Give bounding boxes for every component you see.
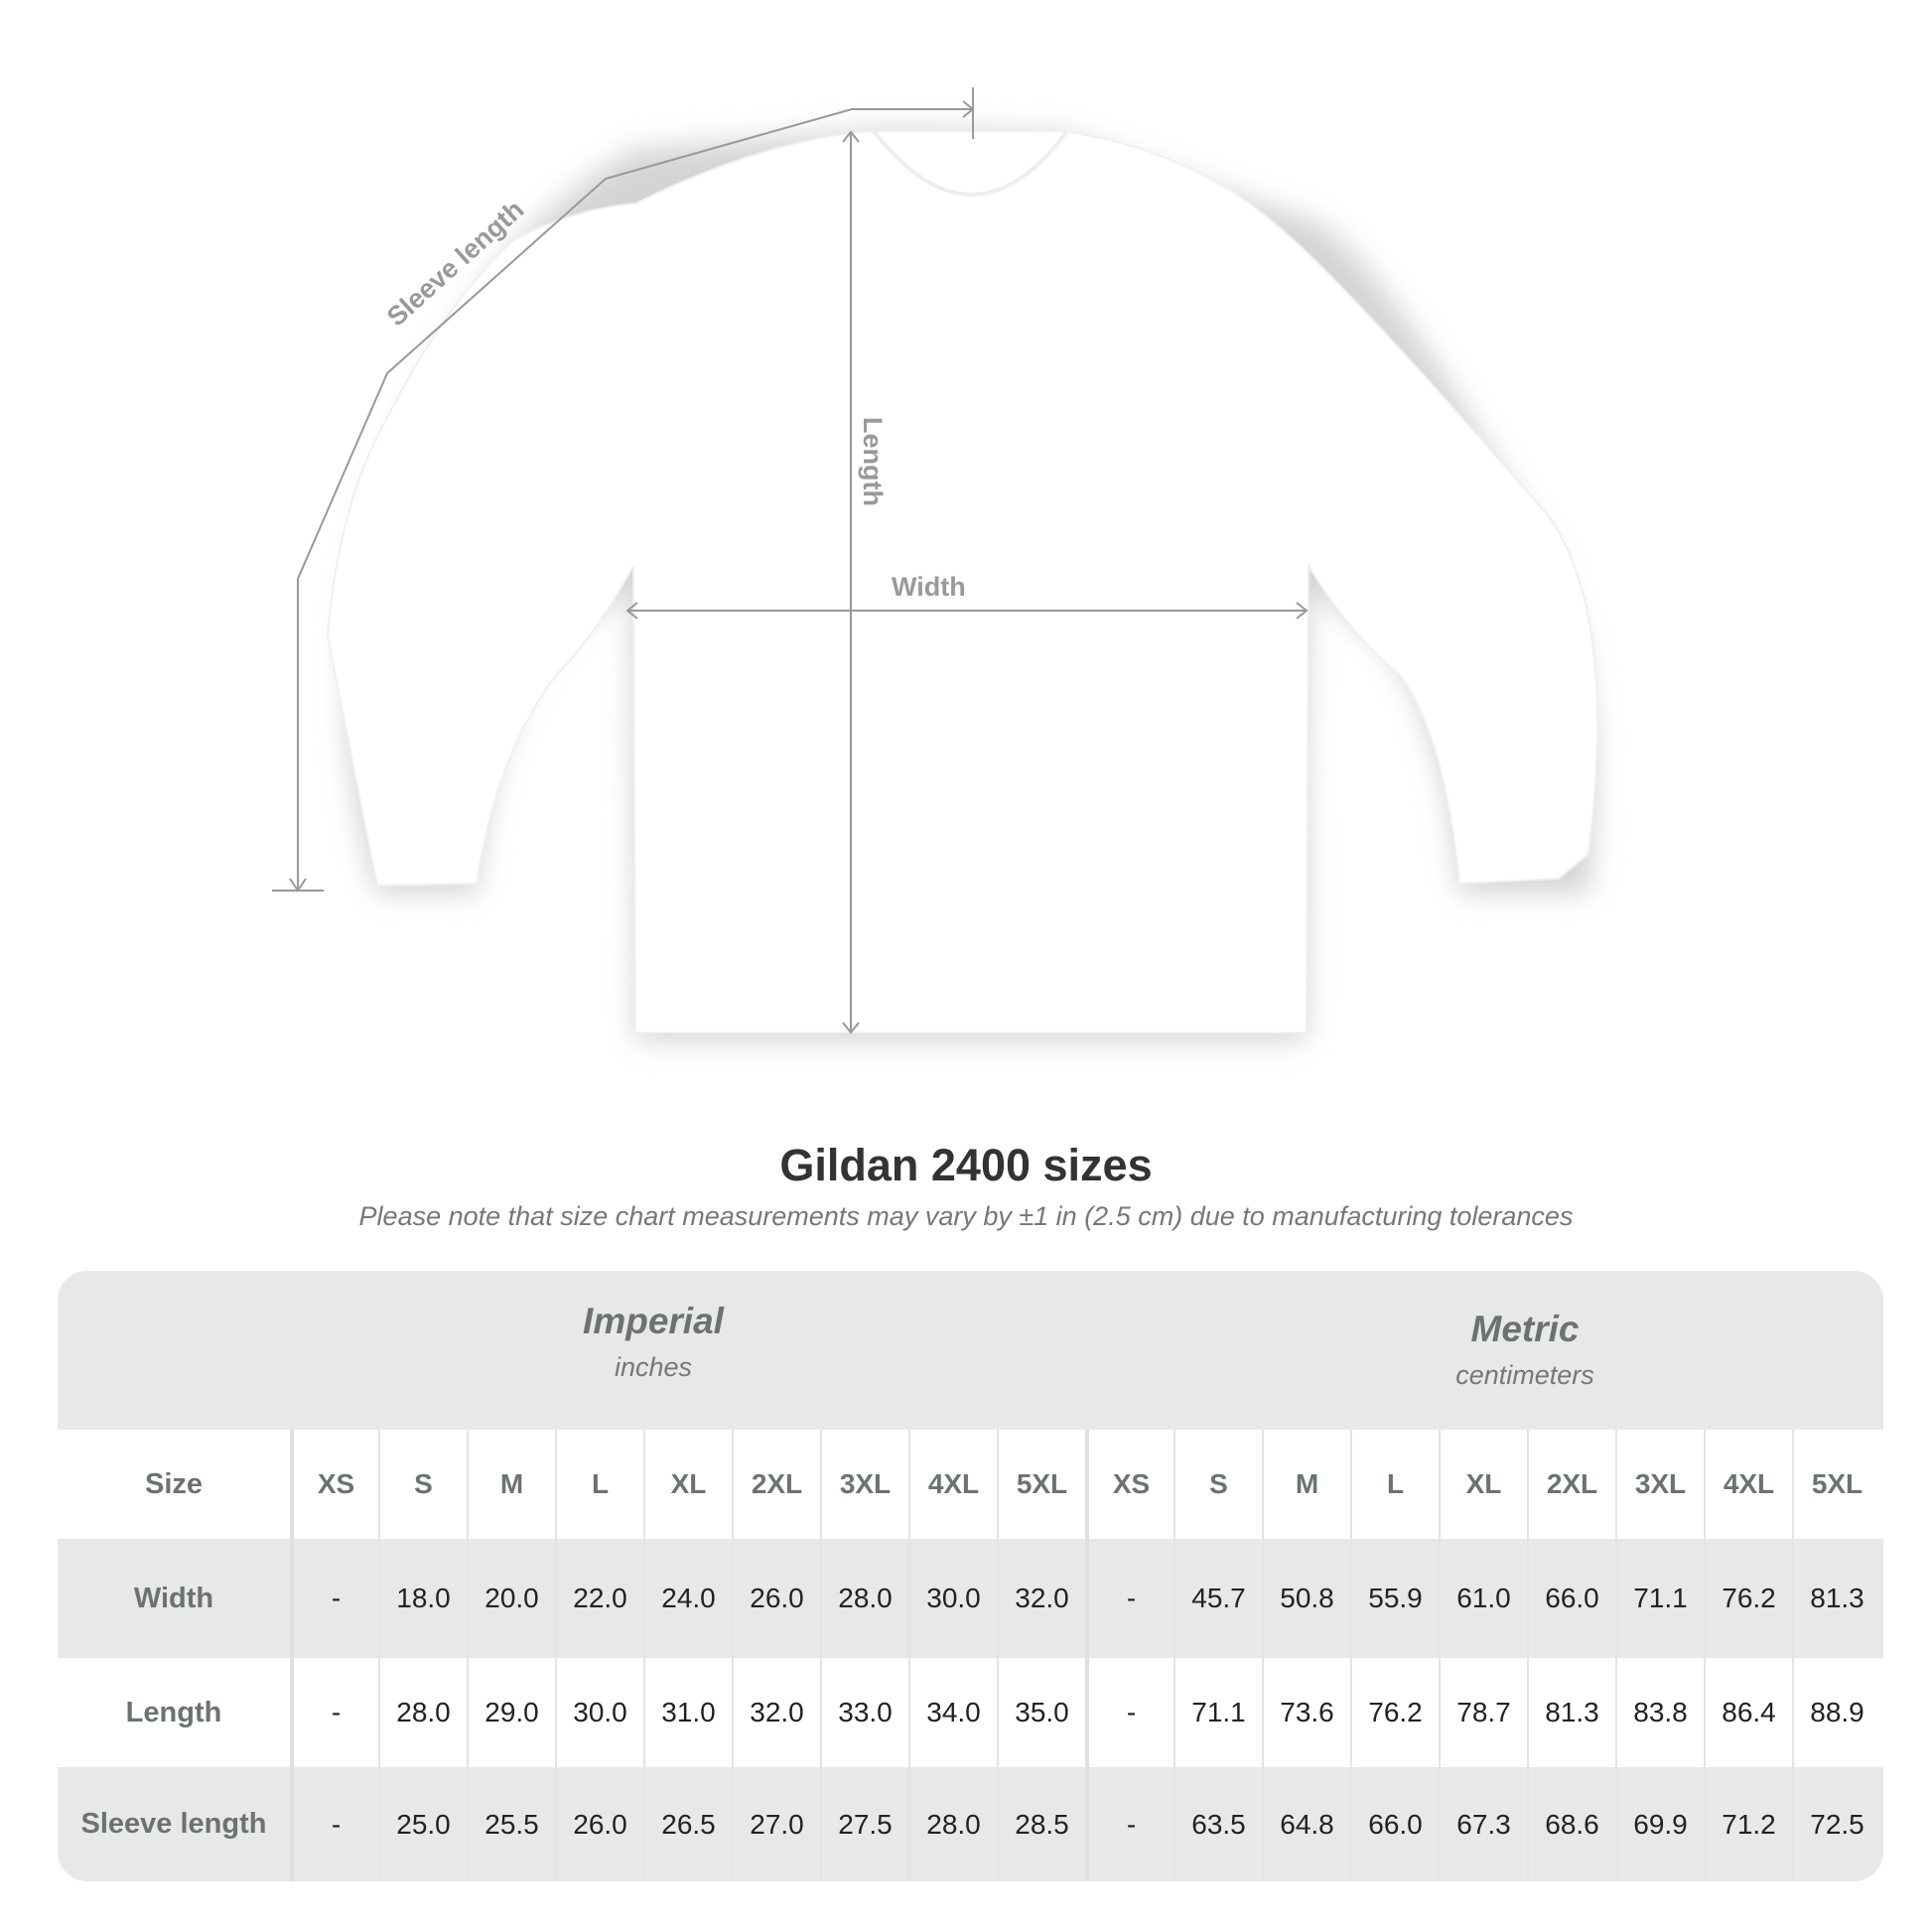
size-column-header: L	[1350, 1430, 1439, 1539]
table-cell: 78.7	[1439, 1658, 1527, 1767]
table-cell: 66.0	[1527, 1539, 1615, 1658]
shirt-body	[326, 130, 1598, 1034]
table-cell: -	[1085, 1767, 1173, 1881]
size-header: Size	[144, 1467, 204, 1500]
metric-header: Metric centimeters	[1227, 1309, 1823, 1391]
table-cell: 26.0	[555, 1767, 643, 1881]
table-cell: 34.0	[908, 1658, 997, 1767]
metric-unit: centimeters	[1455, 1360, 1594, 1390]
table-cell: 88.9	[1792, 1658, 1880, 1767]
table-cell: 32.0	[732, 1658, 820, 1767]
size-column-header: 2XL	[1527, 1430, 1615, 1539]
table-cell: -	[290, 1767, 378, 1881]
table-cell: 25.0	[378, 1767, 467, 1881]
table-cell: 28.5	[997, 1767, 1085, 1881]
size-column-header: 4XL	[908, 1430, 997, 1539]
table-cell: 25.5	[467, 1767, 555, 1881]
table-cell: 73.6	[1262, 1658, 1350, 1767]
size-table: Imperial inches Metric centimeters Size X…	[58, 1271, 1883, 1881]
table-cell: 71.2	[1704, 1767, 1792, 1881]
table-cell: 71.1	[1615, 1539, 1704, 1658]
sleeve-measure-line	[297, 108, 973, 889]
shirt-diagram: Sleeve length Length Width	[272, 87, 1598, 1040]
table-cell: 33.0	[820, 1658, 908, 1767]
table-cell: 83.8	[1615, 1658, 1704, 1767]
row-label: Length	[125, 1696, 222, 1728]
table-cell: 67.3	[1439, 1767, 1527, 1881]
imperial-unit: inches	[614, 1352, 693, 1382]
table-cell: 55.9	[1350, 1539, 1439, 1658]
size-column-header: L	[555, 1430, 643, 1539]
table-cell: 28.0	[908, 1767, 997, 1881]
size-column-header: XL	[1439, 1430, 1527, 1539]
length-label: Length	[858, 417, 888, 506]
size-column-header: XS	[1085, 1430, 1173, 1539]
table-cell: 27.5	[820, 1767, 908, 1881]
table-cell: -	[290, 1658, 378, 1767]
size-column-header: 2XL	[732, 1430, 820, 1539]
table-cell: 45.7	[1173, 1539, 1262, 1658]
imperial-header: Imperial inches	[355, 1301, 951, 1383]
size-column-header: 5XL	[1792, 1430, 1880, 1539]
table-cell: 66.0	[1350, 1767, 1439, 1881]
table-cell: 72.5	[1792, 1767, 1880, 1881]
width-label: Width	[892, 572, 966, 602]
header-band	[58, 1271, 1883, 1430]
table-cell: 69.9	[1615, 1767, 1704, 1881]
table-cell: 20.0	[467, 1539, 555, 1658]
table-cell: 32.0	[997, 1539, 1085, 1658]
table-cell: 30.0	[555, 1658, 643, 1767]
table-cell: 86.4	[1704, 1658, 1792, 1767]
row-label: Width	[133, 1582, 214, 1614]
table-cell: 29.0	[467, 1658, 555, 1767]
size-column-header: 5XL	[997, 1430, 1085, 1539]
table-cell: 68.6	[1527, 1767, 1615, 1881]
table-cell: 26.0	[732, 1539, 820, 1658]
table-cell: 76.2	[1350, 1658, 1439, 1767]
table-cell: 18.0	[378, 1539, 467, 1658]
size-column-header: 3XL	[1615, 1430, 1704, 1539]
table-cell: -	[1085, 1539, 1173, 1658]
size-column-header: M	[467, 1430, 555, 1539]
table-row: Width -18.0 20.0 22.0 24.0 26.0 28.0 30.0 32.0-4…	[58, 1539, 1883, 1658]
table-cell: 27.0	[732, 1767, 820, 1881]
table-row: Length -28.0 29.0 30.0 31.0 32.0 33.0 34.0 35.0-…	[58, 1658, 1883, 1767]
table-cell: 28.0	[378, 1658, 467, 1767]
table-cell: -	[290, 1539, 378, 1658]
size-column-header: 3XL	[820, 1430, 908, 1539]
row-band	[58, 1539, 1883, 1658]
table-cell: 24.0	[643, 1539, 732, 1658]
measure-lines	[272, 87, 1309, 1035]
chart-title: Gildan 2400 sizes	[779, 1140, 1153, 1190]
size-column-header: 4XL	[1704, 1430, 1792, 1539]
chart-subtitle: Please note that size chart measurements…	[358, 1201, 1574, 1231]
table-cell: 71.1	[1173, 1658, 1262, 1767]
table-cell: 30.0	[908, 1539, 997, 1658]
table-cell: 64.8	[1262, 1767, 1350, 1881]
table-cell: 61.0	[1439, 1539, 1527, 1658]
row-label: Sleeve length	[80, 1808, 267, 1840]
size-column-header: M	[1262, 1430, 1350, 1539]
table-cell: 63.5	[1173, 1767, 1262, 1881]
table-cell: 81.3	[1527, 1658, 1615, 1767]
size-column-header: S	[378, 1430, 467, 1539]
size-header-row: Size XS S M L XL 2XL 3XL 4XL 5XL XS S M L XL 2XL 3XL 4XL 5…	[58, 1430, 1883, 1539]
table-cell: -	[1085, 1658, 1173, 1767]
table-cell: 50.8	[1262, 1539, 1350, 1658]
table-cell: 28.0	[820, 1539, 908, 1658]
size-column-header: S	[1173, 1430, 1262, 1539]
table-cell: 26.5	[643, 1767, 732, 1881]
table-cell: 81.3	[1792, 1539, 1880, 1658]
size-column-header: XS	[290, 1430, 378, 1539]
table-cell: 76.2	[1704, 1539, 1792, 1658]
table-cell: 31.0	[643, 1658, 732, 1767]
table-row: Sleeve length -25.0 25.5 26.0 26.5 27.0 27.5 28…	[58, 1767, 1883, 1881]
row-band	[58, 1767, 1883, 1881]
table-cell: 22.0	[555, 1539, 643, 1658]
table-cell: 35.0	[997, 1658, 1085, 1767]
collar	[872, 129, 1069, 197]
metric-title: Metric	[1470, 1309, 1580, 1349]
size-column-header: XL	[643, 1430, 732, 1539]
imperial-title: Imperial	[583, 1301, 724, 1341]
